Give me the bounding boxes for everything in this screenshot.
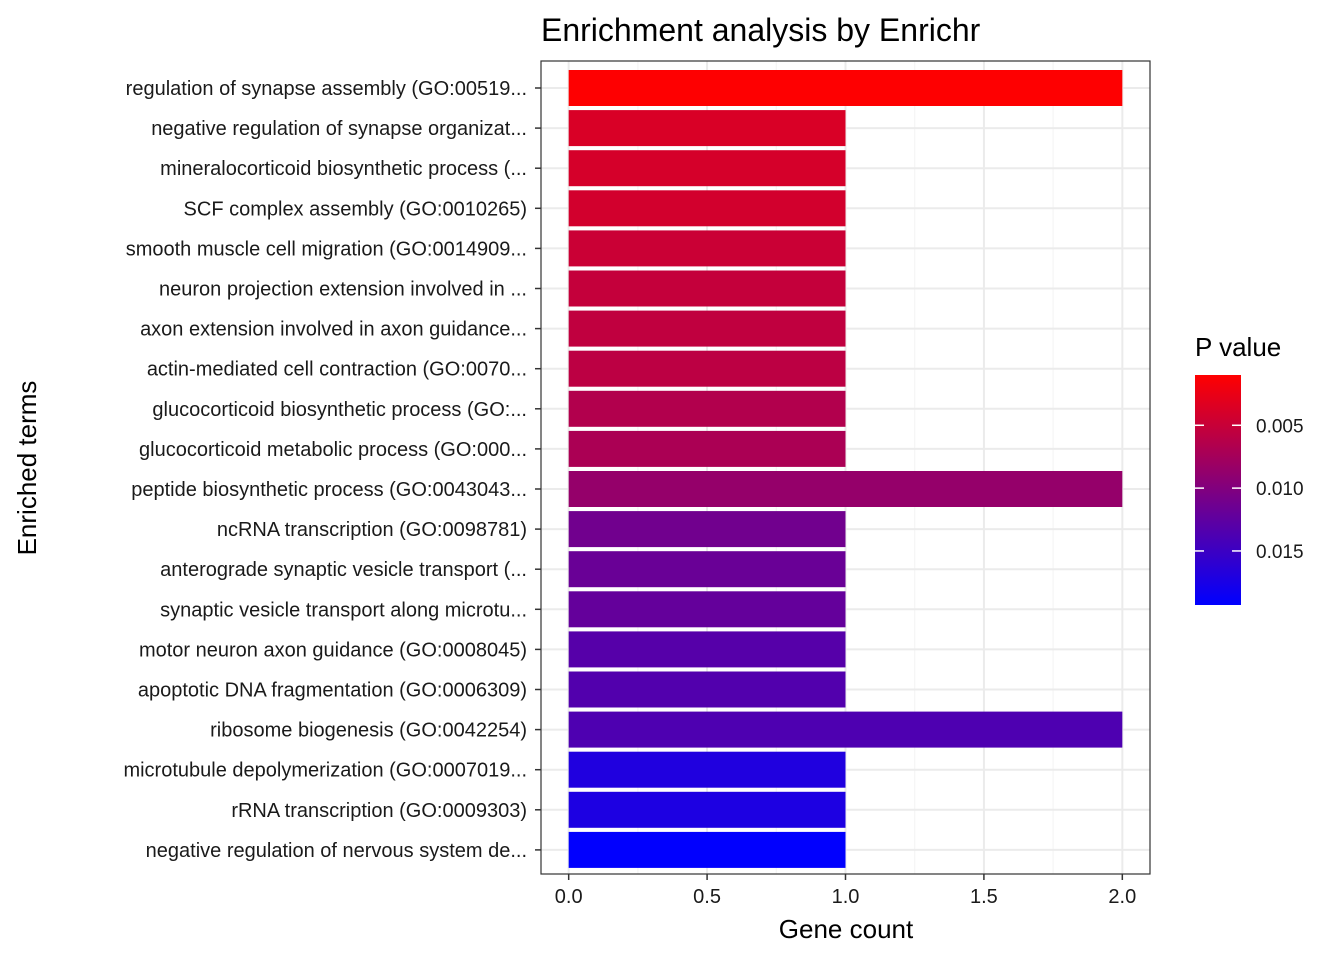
y-axis: regulation of synapse assembly (GO:00519… xyxy=(123,78,541,862)
y-tick-label: SCF complex assembly (GO:0010265) xyxy=(184,198,527,220)
bars xyxy=(568,70,1123,868)
x-tick-label: 0.5 xyxy=(693,886,721,908)
legend-tick-label: 0.015 xyxy=(1256,542,1304,563)
y-tick-label: negative regulation of nervous system de… xyxy=(146,840,527,862)
x-axis: 0.0 0.5 1.0 1.5 2.0 xyxy=(555,874,1136,908)
y-axis-title: Enriched terms xyxy=(12,381,42,556)
y-tick-label: microtubule depolymerization (GO:0007019… xyxy=(123,760,527,782)
bar xyxy=(568,631,846,668)
bar xyxy=(568,551,846,588)
bar xyxy=(568,671,846,708)
bar xyxy=(568,70,1123,106)
y-tick-label: smooth muscle cell migration (GO:0014909… xyxy=(126,238,527,260)
x-tick-label: 2.0 xyxy=(1108,886,1136,908)
y-tick-label: glucocorticoid metabolic process (GO:000… xyxy=(139,439,527,461)
bar xyxy=(568,230,846,267)
bar xyxy=(568,110,846,147)
chart-title: Enrichment analysis by Enrichr xyxy=(541,12,981,48)
y-tick-label: rRNA transcription (GO:0009303) xyxy=(231,800,527,822)
plot-panel xyxy=(540,60,1151,875)
y-tick-label: regulation of synapse assembly (GO:00519… xyxy=(126,78,527,100)
x-tick-label: 1.0 xyxy=(832,886,860,908)
y-tick-label: mineralocorticoid biosynthetic process (… xyxy=(160,158,527,180)
y-tick-label: peptide biosynthetic process (GO:0043043… xyxy=(131,479,527,501)
bar xyxy=(568,791,846,828)
y-tick-label: apoptotic DNA fragmentation (GO:0006309) xyxy=(138,680,527,702)
legend: P value 0.005 0.010 0.015 xyxy=(1195,332,1304,605)
x-tick-label: 0.0 xyxy=(555,886,583,908)
y-tick-label: negative regulation of synapse organizat… xyxy=(151,118,527,140)
bar xyxy=(568,711,1123,748)
legend-ticks: 0.005 0.010 0.015 xyxy=(1195,416,1304,563)
legend-tick-label: 0.010 xyxy=(1256,479,1304,500)
bar xyxy=(568,190,846,227)
x-tick-label: 1.5 xyxy=(970,886,998,908)
bar xyxy=(568,511,846,548)
y-tick-label: neuron projection extension involved in … xyxy=(159,279,527,301)
bar xyxy=(568,310,846,347)
y-tick-label: ribosome biogenesis (GO:0042254) xyxy=(210,720,527,742)
bar xyxy=(568,270,846,307)
bar xyxy=(568,831,846,868)
bar xyxy=(568,150,846,187)
bar xyxy=(568,471,1123,507)
y-tick-label: axon extension involved in axon guidance… xyxy=(140,319,527,341)
y-tick-label: ncRNA transcription (GO:0098781) xyxy=(217,519,527,541)
y-tick-label: motor neuron axon guidance (GO:0008045) xyxy=(139,639,527,661)
y-tick-label: actin-mediated cell contraction (GO:0070… xyxy=(147,359,527,381)
y-tick-label: glucocorticoid biosynthetic process (GO:… xyxy=(152,399,527,421)
bar xyxy=(568,390,846,427)
bar xyxy=(568,591,846,628)
legend-tick-label: 0.005 xyxy=(1256,416,1304,437)
y-tick-label: synaptic vesicle transport along microtu… xyxy=(160,599,527,621)
legend-colorbar xyxy=(1195,375,1241,605)
y-tick-label: anterograde synaptic vesicle transport (… xyxy=(160,559,527,581)
bar xyxy=(568,350,846,387)
legend-title: P value xyxy=(1195,332,1281,362)
x-axis-title: Gene count xyxy=(779,914,914,944)
bar xyxy=(568,430,846,467)
bar xyxy=(568,751,846,788)
